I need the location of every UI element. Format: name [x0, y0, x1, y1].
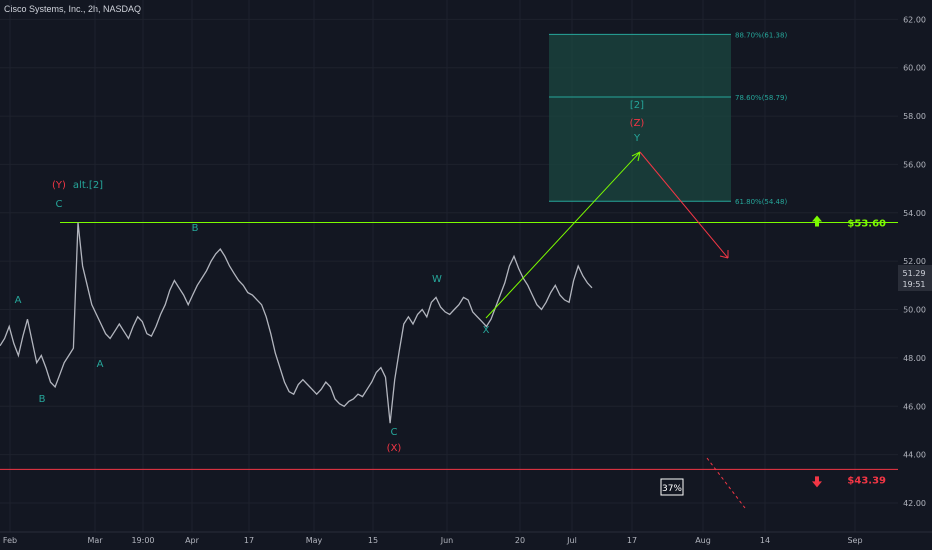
projection-arrows: [485, 151, 746, 509]
fibonacci-levels: 88.70%(61.38) 78.60%(58.79) 61.80%(54.48): [549, 31, 787, 206]
y-tick-label: 44.00: [903, 451, 926, 460]
level-labels: $53.60 $43.39: [812, 215, 886, 488]
resistance-label: $53.60: [847, 218, 886, 229]
y-tick-label: 46.00: [903, 402, 926, 411]
fib-label: 88.70%(61.38): [735, 31, 787, 39]
y-tick-label: 56.00: [903, 160, 926, 169]
y-tick-label: 42.00: [903, 499, 926, 508]
x-axis: Feb Mar 19:00 Apr 17 May 15 Jun 20 Jul 17 Aug 14 Sep: [0, 531, 932, 545]
x-tick-label: Aug: [695, 536, 711, 545]
percent-badge: 37%: [660, 478, 684, 496]
y-tick-label: 60.00: [903, 64, 926, 73]
wave-label-Y: (Y): [52, 180, 66, 191]
down-projection: [639, 151, 729, 259]
x-tick-label: 14: [760, 536, 770, 545]
y-tick-label: 54.00: [903, 209, 926, 218]
wave-label-W: W: [432, 274, 442, 285]
y-tick-label: 62.00: [903, 15, 926, 24]
wave-label-Z: (Z): [630, 118, 645, 129]
wave-labels: A B C (Y) alt.[2] A B C (X) W X Y (Z) [2]: [15, 100, 645, 454]
y-tick-label: 52.00: [903, 257, 926, 266]
x-tick-label: Jul: [566, 536, 577, 545]
y-tick-label: 50.00: [903, 306, 926, 315]
countdown: 19:51: [902, 280, 925, 289]
wave-label-B1: B: [39, 394, 46, 405]
support-label: $43.39: [847, 475, 886, 486]
price-series: [0, 222, 593, 424]
y-tick-label: 48.00: [903, 354, 926, 363]
wave-label-Y2: Y: [633, 133, 641, 144]
wave-label-A2: A: [97, 359, 104, 370]
grid: [0, 0, 898, 532]
x-tick-label: Apr: [185, 536, 200, 545]
fibonacci-target-box: [549, 34, 731, 202]
y-tick-label: 58.00: [903, 112, 926, 121]
last-price-tag: 51.29 19:51: [898, 265, 932, 291]
x-tick-label: 15: [368, 536, 378, 545]
wave-label-C2: C: [391, 427, 398, 438]
x-tick-label: Mar: [87, 536, 103, 545]
y-axis: 42.00 44.00 46.00 48.00 50.00 52.00 54.00 56.00…: [903, 15, 926, 508]
x-tick-label: Feb: [3, 536, 17, 545]
x-tick-label: May: [306, 536, 323, 545]
up-arrow-icon: [812, 215, 822, 227]
wave-label-two: [2]: [630, 100, 644, 111]
wave-label-X1: (X): [387, 443, 402, 454]
x-tick-label: 17: [244, 536, 254, 545]
wave-label-B2: B: [192, 223, 199, 234]
wave-label-X2: X: [483, 325, 490, 336]
x-tick-label: 17: [627, 536, 637, 545]
percent-badge-text: 37%: [662, 484, 682, 494]
up-projection: [485, 151, 641, 319]
wave-label-alt: alt.[2]: [73, 180, 103, 191]
down-arrow-icon: [812, 476, 822, 488]
x-tick-label: Jun: [440, 536, 454, 545]
wave-label-C1: C: [56, 199, 63, 210]
x-tick-label: 20: [515, 536, 525, 545]
x-tick-label: 19:00: [131, 536, 154, 545]
fib-label: 78.60%(58.79): [735, 94, 787, 102]
alt-projection: [706, 457, 746, 509]
fib-label: 61.80%(54.48): [735, 198, 787, 206]
chart-title: Cisco Systems, Inc., 2h, NASDAQ: [4, 4, 142, 14]
wave-label-A1: A: [15, 295, 22, 306]
x-tick-label: Sep: [847, 536, 862, 545]
last-price: 51.29: [903, 269, 926, 278]
